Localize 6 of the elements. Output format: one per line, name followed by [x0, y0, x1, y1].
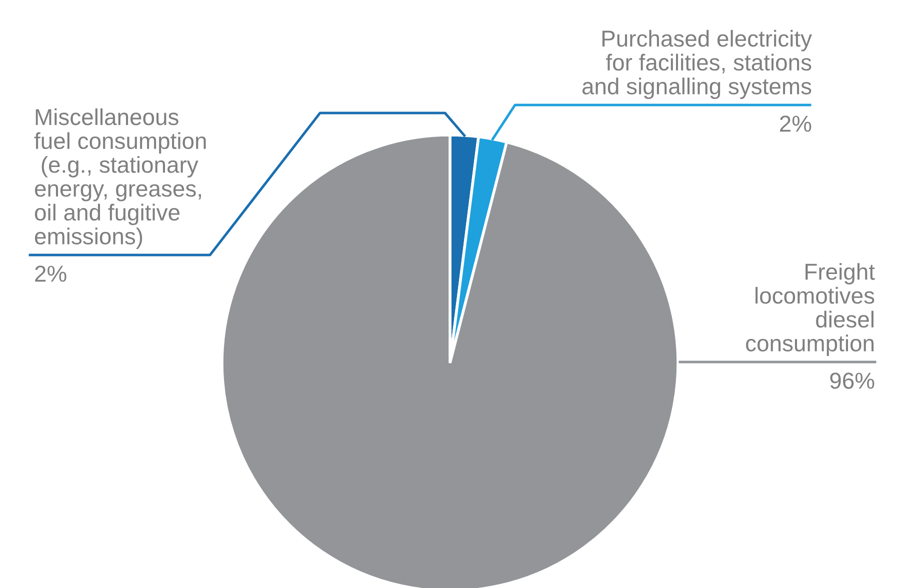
- data-label: 96%: [830, 372, 874, 389]
- slice-label: Freight locomotives diesel consumption: [746, 263, 875, 356]
- data-label: 2%: [780, 116, 812, 132]
- slice-label: Purchased electricity for facilities, stations and signalling systems: [582, 30, 812, 99]
- data-label: 2%: [35, 266, 66, 282]
- slice-label: Miscellaneous fuel consumption (e.g., stationary energy, greases, oil and fugitive emissions): [34, 108, 206, 249]
